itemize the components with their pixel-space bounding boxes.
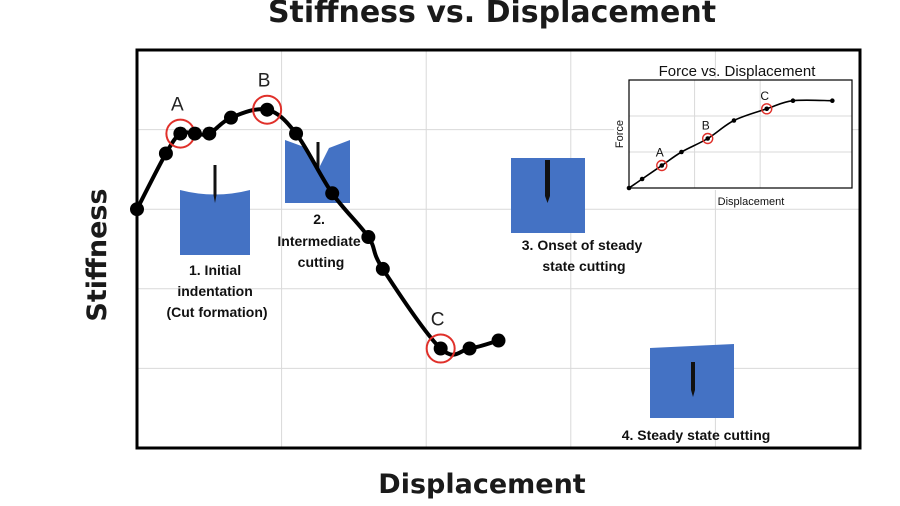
- highlighted-point-labels: A B C: [171, 71, 444, 331]
- data-point: [202, 126, 217, 141]
- inset-point-label-c: C: [760, 89, 769, 103]
- inset-data-point: [626, 185, 632, 191]
- data-point: [173, 126, 188, 141]
- data-point: [433, 341, 448, 356]
- data-point: [158, 146, 173, 161]
- data-point: [187, 126, 202, 141]
- data-point: [260, 102, 275, 117]
- inset-frame: [628, 79, 853, 189]
- data-point: [289, 126, 304, 141]
- inset-data-point: [639, 176, 645, 182]
- stage-label-1: 1. Initial indentation (Cut formation): [166, 262, 267, 320]
- inset-data-point: [679, 149, 684, 155]
- data-point: [130, 202, 144, 217]
- inset-point-label-a: A: [656, 146, 664, 160]
- inset-highlight-ring-a: [656, 159, 668, 172]
- point-label-b: B: [258, 71, 271, 92]
- data-point: [361, 230, 376, 245]
- inset-chart: Force vs. Displacement Displacement Forc…: [614, 63, 853, 208]
- x-axis-label: Displacement: [378, 469, 586, 500]
- data-point: [491, 333, 506, 348]
- highlight-ring-b: [252, 94, 283, 125]
- chart-title: Stiffness vs. Displacement: [268, 0, 716, 30]
- inset-x-axis-label: Displacement: [718, 196, 785, 208]
- data-point: [375, 261, 390, 276]
- inset-highlight-ring-b: [702, 132, 714, 145]
- inset-data-point: [790, 98, 796, 103]
- inset-data-point: [830, 98, 835, 103]
- data-point: [223, 110, 238, 125]
- inset-data-point: [705, 136, 711, 141]
- highlight-ring-c: [425, 333, 456, 364]
- inset-highlighted-point-rings: [656, 103, 773, 172]
- plot-frame: [135, 48, 862, 450]
- inset-grid-lines: [629, 80, 852, 188]
- inset-data-point: [764, 106, 770, 112]
- material-block-1-icon: [180, 165, 250, 255]
- material-block-3-icon: [511, 158, 585, 233]
- data-point: [462, 341, 477, 356]
- point-label-c: C: [431, 310, 445, 331]
- material-block-4-icon: [650, 344, 734, 418]
- point-label-a: A: [171, 95, 184, 116]
- inset-data-points: [626, 98, 835, 191]
- stage-label-2: 2. Intermediate cutting: [277, 211, 364, 270]
- inset-data-point: [731, 118, 737, 123]
- inset-point-label-b: B: [702, 119, 710, 133]
- inset-highlighted-point-labels: A B C: [656, 89, 770, 160]
- stage-label-4: 4. Steady state cutting: [622, 427, 771, 443]
- inset-highlight-ring-c: [761, 103, 773, 115]
- stiffness-data-points: [130, 102, 506, 356]
- inset-title: Force vs. Displacement: [659, 63, 817, 80]
- y-axis-label: Stiffness: [82, 188, 113, 321]
- data-point: [325, 186, 340, 201]
- inset-y-axis-label: Force: [614, 120, 626, 148]
- inset-data-point: [659, 163, 665, 168]
- stage-label-3: 3. Onset of steady state cutting: [522, 237, 646, 274]
